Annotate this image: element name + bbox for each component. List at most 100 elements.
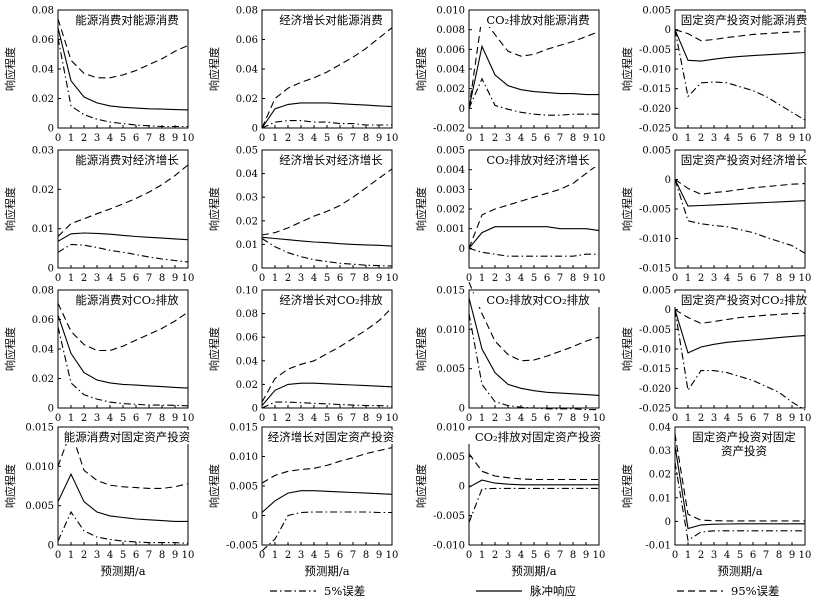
x-tick-label: 3 <box>94 413 100 424</box>
x-tick-label: 1 <box>685 133 691 144</box>
y-tick-label: -0.015 <box>639 264 671 275</box>
series-lower <box>674 29 806 121</box>
x-tick-label: 1 <box>479 273 485 284</box>
x-tick-label: 5 <box>737 133 743 144</box>
x-tick-label: 10 <box>593 413 606 424</box>
x-tick-label: 8 <box>776 273 782 284</box>
series-impulse <box>468 226 600 249</box>
x-axis-label: 预测期/a <box>100 564 145 578</box>
x-tick-label: 7 <box>350 273 356 284</box>
x-tick-label: 7 <box>146 413 152 424</box>
x-tick-label: 10 <box>386 550 399 561</box>
series-impulse <box>261 102 393 129</box>
x-tick-label: 4 <box>107 133 113 144</box>
y-tick-label: 0.06 <box>32 35 54 46</box>
series-lower <box>674 309 806 411</box>
y-axis-label: 响应程度 <box>207 187 221 231</box>
x-tick-label: 10 <box>799 133 812 144</box>
x-tick-label: 9 <box>172 133 178 144</box>
y-tick-label: 0.04 <box>236 65 258 76</box>
y-tick-label: 0.002 <box>436 205 465 216</box>
x-tick-label: 6 <box>337 550 343 561</box>
y-tick-label: 0.02 <box>236 94 258 105</box>
y-tick-label: 0.010 <box>25 462 54 473</box>
y-axis-label: 响应程度 <box>620 327 634 371</box>
x-tick-label: 5 <box>531 550 537 561</box>
x-axis-label: 预测期/a <box>511 564 556 578</box>
x-tick-label: 2 <box>492 133 498 144</box>
y-tick-label: 0 <box>665 175 671 186</box>
y-tick-label: 0.04 <box>236 356 258 367</box>
x-tick-label: 0 <box>466 550 472 561</box>
chart-panel-2: 00.020.040.060.080 1 2 3 4 5 6 7 8 9 10响应程度经济增长对能源… <box>207 6 398 145</box>
x-tick-label: 6 <box>544 133 550 144</box>
legend-label: 脉冲响应 <box>530 584 576 598</box>
x-tick-label: 9 <box>172 273 178 284</box>
panel-title: 经济增长对固定资产投资 <box>266 430 396 444</box>
y-tick-label: 0.004 <box>436 165 465 176</box>
x-tick-label: 5 <box>324 550 330 561</box>
x-tick-label: 7 <box>557 133 563 144</box>
x-tick-label: 7 <box>350 550 356 561</box>
x-tick-label: 3 <box>711 413 717 424</box>
y-tick-label: -0.010 <box>639 65 671 76</box>
x-tick-label: 3 <box>505 273 511 284</box>
panel-title-text: 经济增长对CO₂排放 <box>279 293 383 307</box>
panel-title: CO₂排放对经济增长 <box>479 153 597 167</box>
series-upper <box>468 281 600 362</box>
y-tick-label: 0.015 <box>436 286 465 297</box>
x-tick-label: 0 <box>672 413 678 424</box>
x-axis-label: 预测期/a <box>304 564 349 578</box>
x-tick-label: 3 <box>505 413 511 424</box>
y-tick-label: 0.005 <box>229 482 258 493</box>
panel-title: 经济增长对经济增长 <box>277 153 385 167</box>
x-tick-label: 0 <box>672 550 678 561</box>
x-tick-label: 8 <box>570 413 576 424</box>
x-tick-label: 7 <box>557 550 563 561</box>
series-upper <box>57 18 189 79</box>
x-tick-label: 9 <box>376 550 382 561</box>
chart-panel-1: 00.020.040.060.080 1 2 3 4 5 6 7 8 9 10响应程度能源消费对能源… <box>3 6 194 145</box>
y-tick-label: 0 <box>252 404 258 415</box>
panel-title: 能源消费对固定资产投资 <box>62 430 192 444</box>
x-tick-label: 6 <box>133 133 139 144</box>
panel-title-text: 固定资产投资对经济增长 <box>681 153 808 167</box>
series-lower <box>261 238 393 267</box>
plot-frame <box>674 149 806 269</box>
x-tick-label: 1 <box>68 133 74 144</box>
x-tick-label: 5 <box>120 133 126 144</box>
panel-title-text: 经济增长对能源消费 <box>279 13 383 27</box>
x-tick-label: 1 <box>272 133 278 144</box>
panel-title: 能源消费对经济增长 <box>73 153 181 167</box>
y-tick-label: 0.08 <box>236 309 258 320</box>
y-tick-label: 0.005 <box>436 146 465 157</box>
series-lower <box>261 511 392 552</box>
y-tick-label: 0 <box>48 124 54 135</box>
panel-title-text: 经济增长对经济增长 <box>279 153 383 167</box>
y-tick-label: 0 <box>665 305 671 316</box>
panel-title-text: 能源消费对能源消费 <box>75 13 179 27</box>
series-upper <box>261 447 393 484</box>
series-impulse <box>468 44 599 109</box>
y-tick-label: -0.025 <box>639 404 671 415</box>
x-tick-label: 1 <box>272 273 278 284</box>
x-tick-label: 1 <box>685 550 691 561</box>
x-tick-label: 7 <box>763 133 769 144</box>
y-tick-label: 0.010 <box>229 452 258 463</box>
y-tick-label: -0.015 <box>639 364 671 375</box>
x-tick-label: 4 <box>518 550 524 561</box>
x-tick-label: 10 <box>799 550 812 561</box>
series-impulse <box>57 314 189 389</box>
y-tick-label: 0.02 <box>32 374 54 385</box>
x-tick-label: 2 <box>81 273 87 284</box>
panel-title-text: 经济增长对固定资产投资 <box>268 430 395 444</box>
panel-title-text: CO₂排放对经济增长 <box>486 153 590 167</box>
y-tick-label: 0.08 <box>32 286 54 297</box>
x-tick-label: 9 <box>376 133 382 144</box>
x-tick-label: 4 <box>724 413 730 424</box>
series-impulse <box>674 309 806 354</box>
x-tick-label: 0 <box>55 133 61 144</box>
